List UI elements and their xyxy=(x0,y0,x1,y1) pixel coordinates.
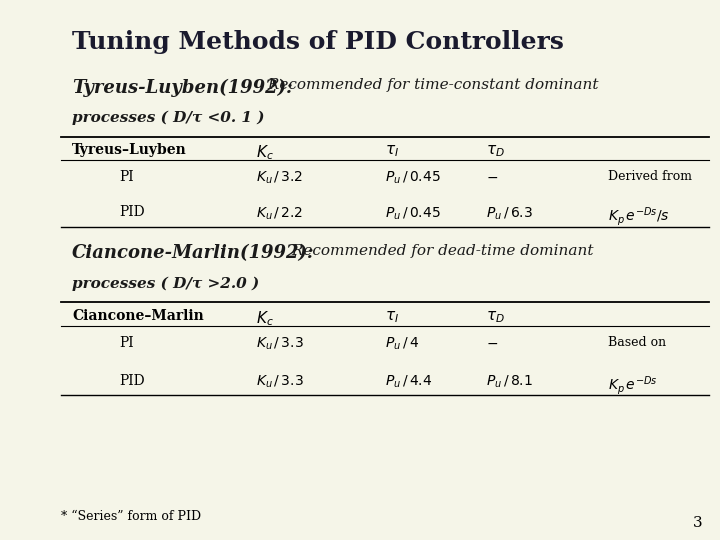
Text: $K_u\,/\,3.3$: $K_u\,/\,3.3$ xyxy=(256,374,303,390)
Text: $P_u\,/\,6.3$: $P_u\,/\,6.3$ xyxy=(486,205,533,221)
Text: $K_u\,/\,3.3$: $K_u\,/\,3.3$ xyxy=(256,336,303,352)
Text: $\tau_I$: $\tau_I$ xyxy=(385,143,399,159)
Text: $K_p\,e^{-Ds}/s$: $K_p\,e^{-Ds}/s$ xyxy=(608,205,670,228)
Text: Recommended for dead-time dominant: Recommended for dead-time dominant xyxy=(287,244,593,258)
Text: $P_u\,/\,4$: $P_u\,/\,4$ xyxy=(385,336,419,352)
Text: Tyreus–Luyben: Tyreus–Luyben xyxy=(72,143,186,157)
Text: $P_u\,/\,0.45$: $P_u\,/\,0.45$ xyxy=(385,205,441,221)
Text: processes ( D/τ >2.0 ): processes ( D/τ >2.0 ) xyxy=(72,276,259,291)
Text: $K_c$: $K_c$ xyxy=(256,143,274,162)
Text: $-$: $-$ xyxy=(486,170,498,184)
Text: processes ( D/τ <0. 1 ): processes ( D/τ <0. 1 ) xyxy=(72,111,264,125)
Text: $P_u\,/\,4.4$: $P_u\,/\,4.4$ xyxy=(385,374,433,390)
Text: $K_c$: $K_c$ xyxy=(256,309,274,328)
Text: PI: PI xyxy=(119,170,133,184)
Text: PI: PI xyxy=(119,336,133,350)
Text: $K_p\,e^{-Ds}$: $K_p\,e^{-Ds}$ xyxy=(608,374,658,396)
Text: $K_u\,/\,2.2$: $K_u\,/\,2.2$ xyxy=(256,205,302,221)
Text: $P_u\,/\,0.45$: $P_u\,/\,0.45$ xyxy=(385,170,441,186)
Text: Tuning Methods of PID Controllers: Tuning Methods of PID Controllers xyxy=(72,30,564,53)
Text: PID: PID xyxy=(119,205,145,219)
Text: $\tau_I$: $\tau_I$ xyxy=(385,309,399,325)
Text: PID: PID xyxy=(119,374,145,388)
Text: Tyreus-Luyben(1992):: Tyreus-Luyben(1992): xyxy=(72,78,293,97)
Text: Derived from: Derived from xyxy=(608,170,693,183)
Text: $P_u\,/\,8.1$: $P_u\,/\,8.1$ xyxy=(486,374,533,390)
Text: $\tau_D$: $\tau_D$ xyxy=(486,309,505,325)
Text: Ciancone–Marlin: Ciancone–Marlin xyxy=(72,309,204,323)
Text: $\tau_D$: $\tau_D$ xyxy=(486,143,505,159)
Text: Recommended for time-constant dominant: Recommended for time-constant dominant xyxy=(263,78,598,92)
Text: 3: 3 xyxy=(693,516,702,530)
Text: $-$: $-$ xyxy=(486,336,498,350)
Text: * “Series” form of PID: * “Series” form of PID xyxy=(61,510,202,523)
Text: Ciancone-Marlin(1992):: Ciancone-Marlin(1992): xyxy=(72,244,315,262)
Text: Based on: Based on xyxy=(608,336,667,349)
Text: $K_u\,/\,3.2$: $K_u\,/\,3.2$ xyxy=(256,170,302,186)
